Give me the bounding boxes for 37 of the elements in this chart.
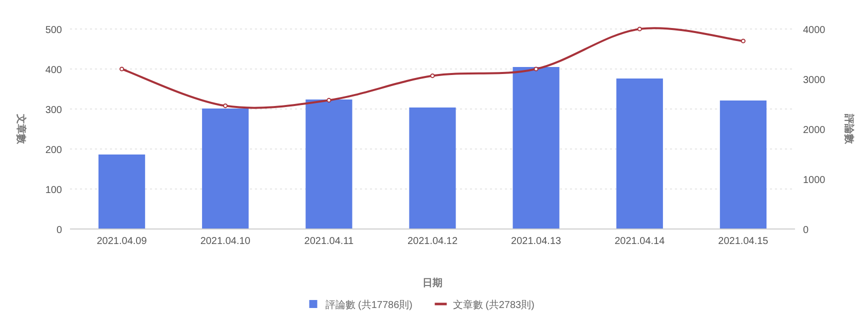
x-tick-label: 2021.04.11 bbox=[304, 236, 354, 247]
bar bbox=[98, 154, 146, 229]
point bbox=[637, 26, 642, 32]
y-tick-label: 100 bbox=[45, 185, 62, 196]
x-tick-label: 2021.04.15 bbox=[718, 236, 769, 247]
y2-tick-label: 4000 bbox=[803, 25, 826, 36]
bar bbox=[202, 108, 249, 229]
y2-tick-label: 2000 bbox=[803, 125, 826, 136]
point bbox=[740, 38, 746, 44]
x-tick-label: 2021.04.12 bbox=[407, 236, 458, 247]
x-axis-title: 日期 bbox=[422, 277, 442, 289]
point bbox=[430, 74, 435, 78]
x-tick-label: 2021.04.13 bbox=[511, 236, 562, 247]
y-tick-label: 0 bbox=[56, 225, 62, 236]
legend-label: 文章數 (共2783則) bbox=[452, 299, 534, 311]
y2-tick-label: 1000 bbox=[803, 175, 826, 186]
point bbox=[326, 98, 332, 102]
y-tick-label: 500 bbox=[45, 25, 62, 36]
y-tick-label: 200 bbox=[45, 145, 62, 156]
y-tick-label: 400 bbox=[45, 65, 62, 76]
bar bbox=[720, 100, 767, 229]
y-axis-title: 文章數 bbox=[15, 113, 27, 145]
bar bbox=[616, 78, 663, 229]
x-tick-label: 2021.04.09 bbox=[96, 236, 148, 247]
bar bbox=[409, 108, 456, 229]
point bbox=[534, 66, 538, 72]
bar bbox=[306, 100, 352, 229]
point bbox=[119, 66, 124, 72]
point bbox=[223, 104, 228, 108]
x-tick-label: 2021.04.10 bbox=[200, 236, 251, 247]
y2-tick-label: 3000 bbox=[803, 75, 826, 86]
y2-axis-title: 評論數 bbox=[843, 113, 855, 145]
y-tick-label: 300 bbox=[45, 105, 62, 116]
legend-label: 評論數 (共17786則) bbox=[325, 299, 412, 311]
x-tick-label: 2021.04.14 bbox=[614, 236, 666, 247]
bar bbox=[512, 67, 560, 229]
y2-tick-label: 0 bbox=[803, 225, 809, 236]
